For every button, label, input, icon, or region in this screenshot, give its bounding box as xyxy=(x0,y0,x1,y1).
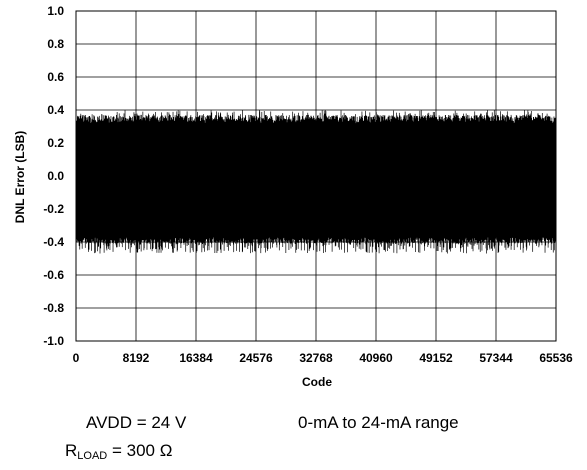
plot-frame xyxy=(75,10,557,342)
x-tick-label: 24576 xyxy=(239,351,273,365)
rload-suffix: = 300 Ω xyxy=(107,441,173,460)
dnl-error-trace xyxy=(75,110,557,254)
range-condition: 0-mA to 24-mA range xyxy=(298,413,459,432)
x-tick-label: 32768 xyxy=(299,351,333,365)
y-tick-label: 0.4 xyxy=(47,103,64,117)
y-tick-label: 0.6 xyxy=(47,70,64,84)
y-tick-label: -1.0 xyxy=(43,334,64,348)
y-tick-label: 0.8 xyxy=(47,37,64,51)
y-tick-label: -0.4 xyxy=(43,235,64,249)
x-tick-label: 40960 xyxy=(359,351,393,365)
x-tick-label: 65536 xyxy=(539,351,573,365)
x-tick-label: 49152 xyxy=(419,351,453,365)
y-axis-title: DNL Error (LSB) xyxy=(13,131,27,223)
x-tick-label: 57344 xyxy=(479,351,513,365)
y-tick-label: 1.0 xyxy=(47,4,64,18)
dnl-series xyxy=(75,110,557,254)
dnl-chart: 1.0 0.8 0.6 0.4 0.2 0.0 -0.2 -0.4 -0.6 -0.8 -1.0 0… xyxy=(13,4,573,389)
x-axis-title: Code xyxy=(302,375,332,389)
y-tick-labels: 1.0 0.8 0.6 0.4 0.2 0.0 -0.2 -0.4 -0.6 -0.8 -1.0 xyxy=(43,4,64,348)
y-tick-label: 0.0 xyxy=(47,169,64,183)
y-tick-label: -0.6 xyxy=(43,268,64,282)
y-tick-label: 0.2 xyxy=(47,136,64,150)
x-tick-label: 8192 xyxy=(123,351,150,365)
x-tick-label: 16384 xyxy=(179,351,213,365)
avdd-condition: AVDD = 24 V xyxy=(86,413,187,432)
rload-subscript: LOAD xyxy=(77,450,108,462)
rload-prefix: R xyxy=(65,441,78,460)
y-tick-label: -0.8 xyxy=(43,301,64,315)
rload-condition: RLOAD = 300 Ω xyxy=(65,441,172,462)
x-tick-label: 0 xyxy=(73,351,80,365)
y-tick-label: -0.2 xyxy=(43,202,64,216)
x-tick-labels: 0 8192 16384 24576 32768 40960 49152 57344 65536 xyxy=(73,351,573,365)
